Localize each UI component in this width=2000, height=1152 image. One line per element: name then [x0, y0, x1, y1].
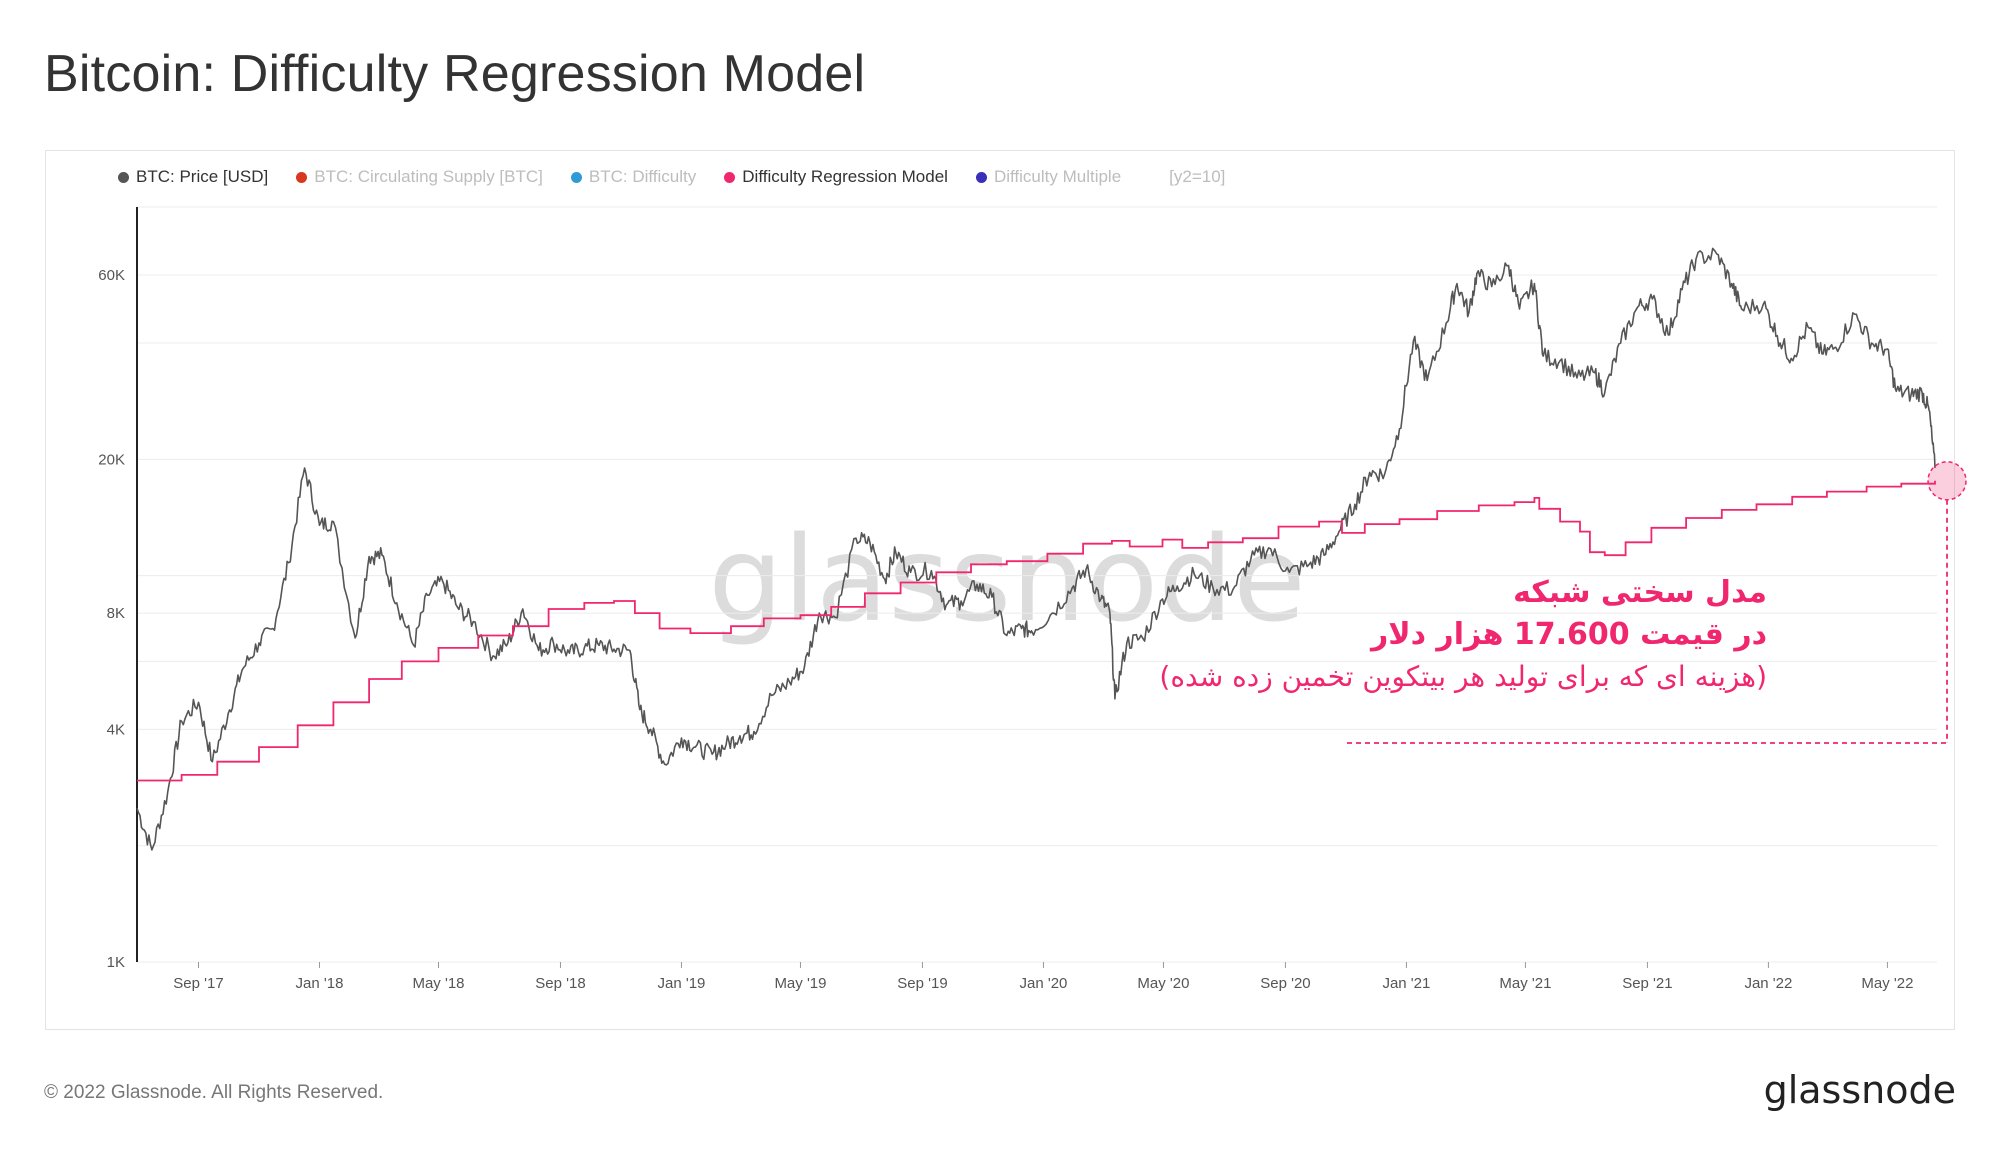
y-axis-ticks: 1K 4K 8K 20K 60K	[98, 267, 125, 971]
x-tick-label: Sep '20	[1260, 975, 1310, 992]
legend-label: BTC: Price [USD]	[136, 167, 269, 186]
glassnode-logo[interactable]: glassnode	[1763, 1068, 1956, 1112]
legend-item-difficulty[interactable]: BTC: Difficulty	[570, 167, 697, 187]
annotation-title: مدل سختی شبکه	[1513, 575, 1767, 610]
y-tick-label: 1K	[107, 954, 125, 971]
x-tick-label: Sep '19	[897, 975, 947, 992]
x-tick-label: Jan '22	[1744, 975, 1792, 992]
legend-dot-icon	[118, 171, 129, 183]
x-tick-label: Sep '17	[173, 975, 223, 992]
legend-label: BTC: Difficulty	[588, 167, 697, 186]
legend-item-difficulty-multiple[interactable]: Difficulty Multiple	[975, 167, 1122, 187]
legend-item-circulating-supply[interactable]: BTC: Circulating Supply [BTC]	[296, 167, 543, 187]
x-tick-label: May '21	[1499, 975, 1551, 992]
chart-frame: BTC: Price [USD] BTC: Circulating Supply…	[45, 150, 1955, 1030]
x-axis-ticks: Sep '17 Jan '18 May '18 Sep '18 Jan '19 May '…	[173, 962, 1913, 992]
legend-label: BTC: Circulating Supply [BTC]	[314, 167, 543, 186]
x-tick-label: Jan '21	[1382, 975, 1430, 992]
series-line-btc-price[interactable]	[136, 247, 1936, 851]
legend-item-difficulty-regression-model[interactable]: Difficulty Regression Model	[724, 167, 948, 187]
x-tick-label: Jan '20	[1019, 975, 1067, 992]
page-title: Bitcoin: Difficulty Regression Model	[44, 45, 866, 103]
highlight-layer	[1347, 461, 1967, 744]
legend-y2-note: [y2=10]	[1169, 167, 1226, 186]
y-tick-label: 20K	[98, 451, 125, 468]
series-line-difficulty-regression-model[interactable]	[137, 480, 1936, 782]
legend-label: Difficulty Multiple	[993, 167, 1122, 186]
annotation-note: (هزینه ای که برای تولید هر بیتکوین تخمین…	[1159, 660, 1767, 693]
x-tick-label: May '19	[774, 975, 826, 992]
x-tick-label: May '22	[1861, 975, 1913, 992]
legend-dot-icon	[724, 171, 736, 183]
y-tick-label: 60K	[98, 267, 125, 284]
highlight-marker[interactable]	[1927, 461, 1967, 501]
x-tick-label: Jan '19	[658, 975, 706, 992]
y-tick-label: 8K	[107, 605, 125, 622]
y-tick-label: 4K	[107, 721, 125, 738]
legend-item-btc-price[interactable]: BTC: Price [USD]	[118, 167, 268, 187]
copyright-text: © 2022 Glassnode. All Rights Reserved.	[44, 1082, 384, 1103]
x-tick-label: May '20	[1137, 975, 1189, 992]
x-tick-label: Sep '21	[1622, 975, 1672, 992]
legend-dot-icon	[296, 171, 308, 183]
watermark-text: glassnode	[708, 510, 1305, 648]
legend-dot-icon	[975, 171, 987, 183]
x-tick-label: Sep '18	[535, 975, 585, 992]
grid-lines	[137, 206, 1937, 963]
legend-dot-icon	[570, 171, 582, 183]
legend-label: Difficulty Regression Model	[742, 167, 948, 186]
annotation-price: در قیمت 17.600 هزار دلار	[1370, 617, 1767, 652]
x-tick-label: Jan '18	[296, 975, 344, 992]
x-tick-label: May '18	[412, 975, 464, 992]
series-layer	[136, 247, 1936, 851]
chart-legend: BTC: Price [USD] BTC: Circulating Supply…	[118, 167, 1225, 187]
